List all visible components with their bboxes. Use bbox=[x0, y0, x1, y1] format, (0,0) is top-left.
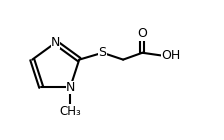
Text: OH: OH bbox=[162, 49, 181, 62]
Text: N: N bbox=[66, 81, 75, 94]
Text: O: O bbox=[137, 27, 147, 40]
Text: CH₃: CH₃ bbox=[59, 105, 81, 118]
Text: N: N bbox=[51, 36, 60, 49]
Text: S: S bbox=[99, 46, 107, 59]
